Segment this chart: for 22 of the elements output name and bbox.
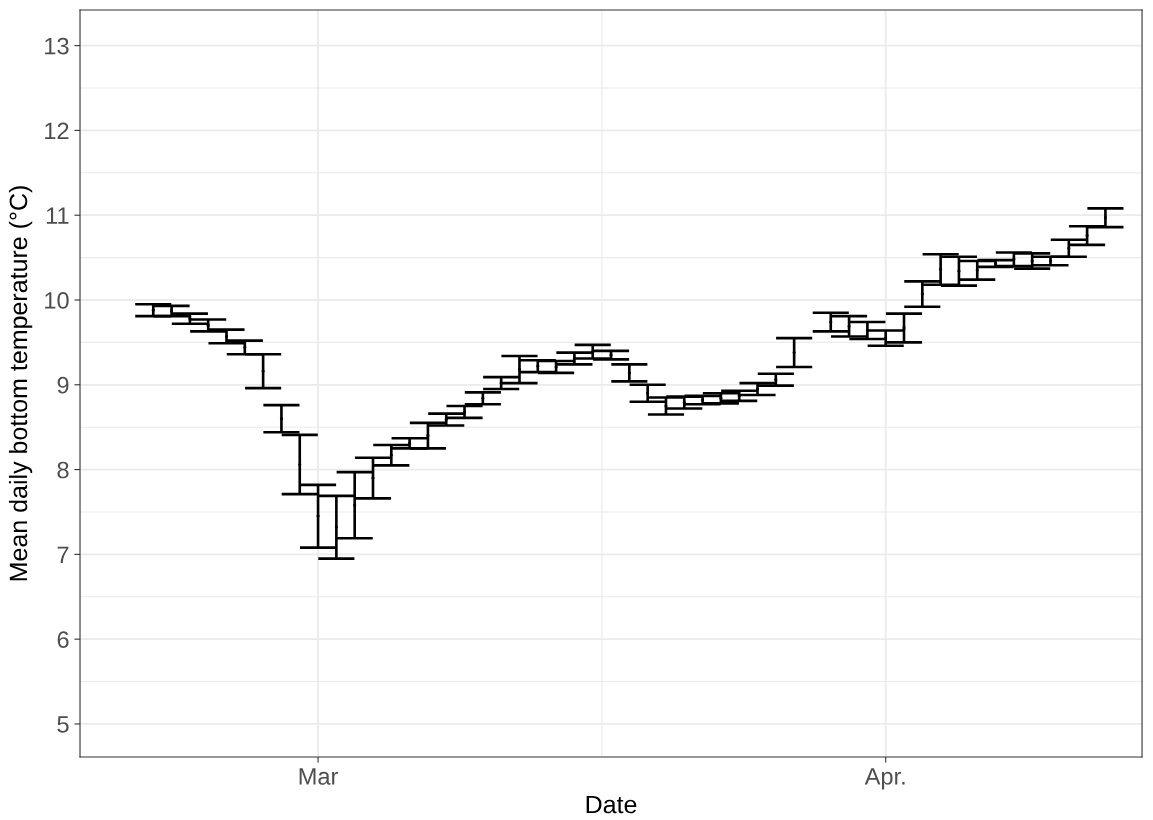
y-tick-label: 12	[45, 122, 69, 139]
y-tick-label: 11	[46, 207, 69, 224]
point	[865, 328, 869, 333]
point	[737, 394, 741, 398]
point	[1067, 246, 1071, 250]
y-tick-label: 13	[45, 37, 69, 55]
point	[408, 441, 412, 445]
point	[572, 356, 576, 361]
y-tick-label: 10	[45, 292, 69, 309]
x-axis-title: Date	[586, 795, 637, 814]
y-axis-title: Mean daily bottom temperature (°C)	[8, 186, 33, 581]
point	[646, 391, 650, 395]
x-tick-label: Mar	[299, 768, 338, 785]
y-tick-label: 5	[57, 716, 69, 733]
point	[591, 350, 595, 354]
point	[975, 268, 979, 272]
y-tick-label: 7	[57, 546, 69, 563]
y-tick-label: 9	[57, 376, 69, 394]
point	[939, 267, 943, 272]
y-tick-label: 8	[57, 461, 69, 479]
y-tick-label: 6	[57, 631, 69, 648]
x-tick-label: Apr.	[864, 768, 905, 790]
